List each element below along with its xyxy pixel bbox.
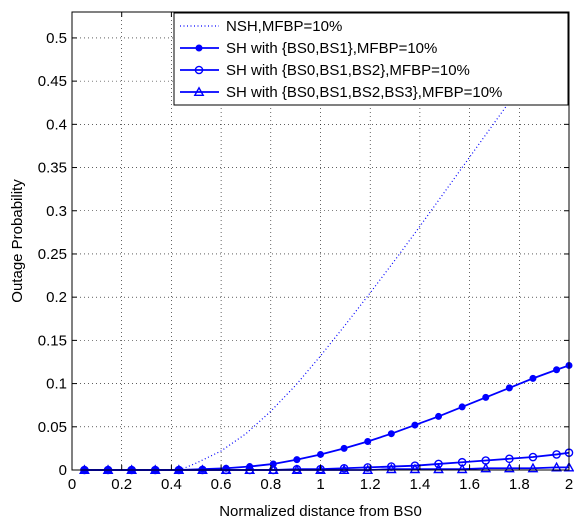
x-tick-label: 1 (316, 476, 324, 493)
y-tick-label: 0.3 (46, 203, 67, 220)
x-tick-label: 1.6 (459, 476, 480, 493)
data-point (482, 393, 490, 401)
legend-marker (195, 44, 203, 52)
x-tick-label: 1.8 (509, 476, 530, 493)
data-point (503, 462, 515, 473)
data-point (409, 463, 421, 474)
x-tick-label: 0.2 (111, 476, 132, 493)
data-point (434, 459, 443, 469)
legend: NSH,MFBP=10% SH with {BS0,BS1},MFBP=10% SH… (173, 12, 569, 106)
data-point (387, 430, 395, 438)
legend-box (173, 12, 569, 106)
x-axis-label: Normalized distance from BS0 (219, 503, 422, 520)
y-tick-label: 0.15 (38, 332, 67, 349)
y-tick-label: 0.5 (46, 30, 67, 47)
legend-entry: NSH,MFBP=10% (180, 18, 342, 35)
data-point (363, 463, 373, 472)
series-line (84, 69, 533, 471)
x-tick-label: 0 (68, 476, 76, 493)
data-point (458, 403, 466, 411)
data-point (527, 462, 539, 473)
data-point (340, 444, 348, 452)
y-tick-label: 0.25 (38, 246, 67, 263)
legend-marker (193, 86, 205, 97)
y-tick-label: 0.35 (38, 160, 67, 177)
data-point (552, 450, 561, 459)
x-tick-label: 1.2 (360, 476, 381, 493)
y-tick-label: 0.2 (46, 289, 67, 306)
y-tick-label: 0.45 (38, 73, 67, 90)
x-tick-label: 0.8 (260, 476, 281, 493)
y-tick-label: 0.1 (46, 376, 67, 393)
data-point (529, 374, 537, 382)
data-point (317, 450, 324, 458)
x-tick-label: 2 (565, 476, 573, 493)
legend-entry: SH with {BS0,BS1,BS2},MFBP=10% (180, 62, 470, 79)
x-tick-label: 0.4 (161, 476, 182, 493)
legend-marker (194, 65, 204, 75)
x-tick-labels: 0 0.2 0.4 0.6 0.8 1 1.2 1.4 1.6 1.8 2 (68, 476, 573, 493)
data-point (456, 463, 468, 474)
data-point (528, 452, 538, 462)
data-point (505, 454, 514, 464)
data-point (551, 461, 562, 472)
y-tick-label: 0 (59, 462, 67, 479)
x-tick-label: 1.4 (409, 476, 430, 493)
legend-label: SH with {BS0,BS1,BS2},MFBP=10% (226, 62, 470, 79)
data-point (411, 421, 419, 429)
legend-entries: NSH,MFBP=10% SH with {BS0,BS1},MFBP=10% SH… (180, 18, 502, 101)
data-point (385, 463, 397, 474)
data-point (435, 412, 443, 420)
legend-entry: SH with {BS0,BS1},MFBP=10% (180, 40, 437, 57)
y-tick-labels: 0 0.05 0.1 0.15 0.2 0.25 0.3 0.35 0.4 0.45 0.5 (38, 30, 67, 479)
data-point (480, 462, 492, 473)
legend-label: NSH,MFBP=10% (226, 18, 342, 35)
data-point (293, 456, 301, 464)
y-axis-label: Outage Probability (9, 179, 26, 303)
legend-label: SH with {BS0,BS1},MFBP=10% (226, 40, 437, 57)
data-point (553, 366, 561, 374)
data-point (364, 437, 372, 445)
y-tick-label: 0.4 (46, 116, 67, 133)
legend-label: SH with {BS0,BS1,BS2,BS3},MFBP=10% (226, 84, 502, 101)
legend-entry: SH with {BS0,BS1,BS2,BS3},MFBP=10% (180, 84, 502, 101)
x-tick-label: 0.6 (211, 476, 232, 493)
data-point (563, 461, 574, 472)
data-point (433, 463, 444, 474)
data-point (505, 384, 513, 392)
series-0 (84, 69, 533, 471)
y-tick-label: 0.05 (38, 419, 67, 436)
